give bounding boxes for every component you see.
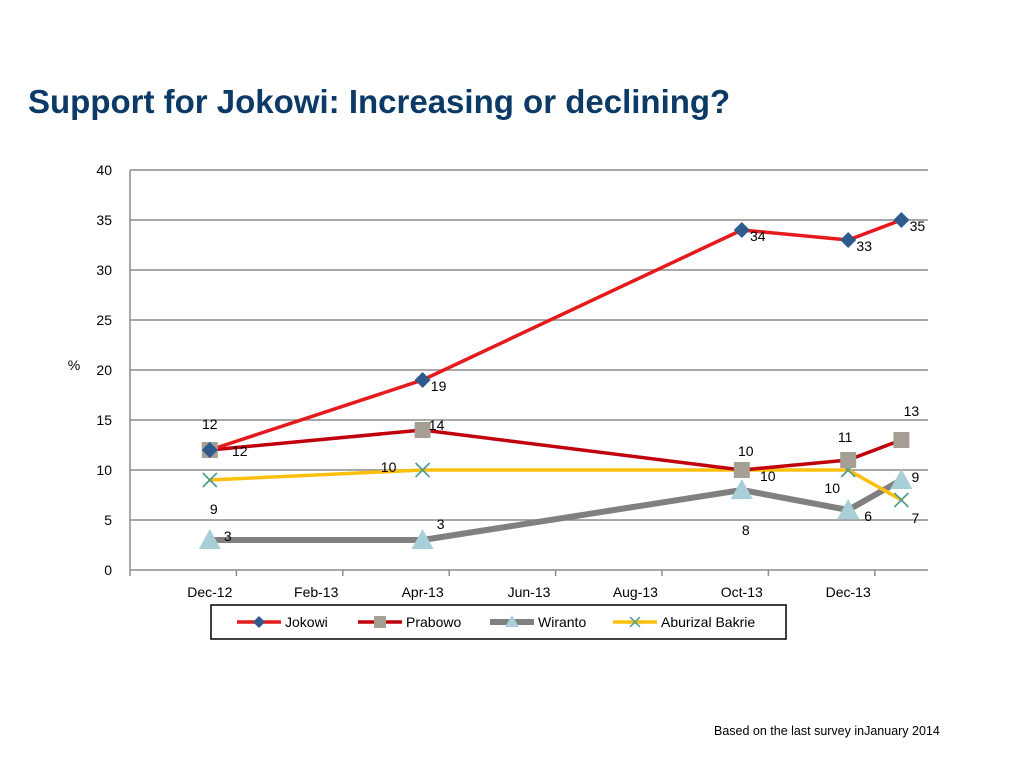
series-line-prabowo: [208, 428, 904, 472]
x-tick-label: Dec-13: [826, 584, 871, 600]
series-line-wiranto: [206, 477, 905, 543]
data-point-jokowi: [893, 212, 910, 228]
data-point-aburizal-bakrie: [415, 462, 431, 478]
legend-marker: [253, 616, 265, 628]
data-point-wiranto: [890, 469, 913, 489]
data-point-wiranto: [837, 499, 860, 519]
legend-label: Jokowi: [285, 614, 328, 630]
data-label: 13: [904, 403, 920, 419]
y-tick-label: 20: [96, 362, 112, 378]
x-tick-label: Aug-13: [613, 584, 658, 600]
data-label: 9: [210, 501, 218, 517]
data-label: 10: [738, 443, 754, 459]
x-tick-label: Apr-13: [402, 584, 444, 600]
data-point-jokowi: [733, 222, 750, 238]
data-label: 8: [742, 522, 750, 538]
data-label: 34: [750, 228, 766, 244]
series-line-jokowi: [208, 218, 904, 452]
data-label: 10: [760, 468, 776, 484]
x-tick-label: Feb-13: [294, 584, 339, 600]
legend-marker: [629, 616, 641, 628]
legend-marker: [374, 616, 386, 628]
y-tick-label: 30: [96, 262, 112, 278]
data-point-wiranto: [730, 479, 753, 499]
legend-label: Wiranto: [538, 614, 586, 630]
data-label: 3: [437, 516, 445, 532]
footnote: Based on the last survey inJanuary 2014: [714, 724, 940, 738]
legend-marker: [505, 615, 519, 627]
data-label: 12: [232, 443, 248, 459]
x-marker-stroke: [893, 492, 909, 508]
y-tick-label: 15: [96, 412, 112, 428]
y-axis-label: %: [68, 357, 80, 373]
legend-label: Prabowo: [406, 614, 461, 630]
data-label: 33: [856, 238, 872, 254]
y-tick-label: 0: [104, 562, 112, 578]
data-label: 10: [381, 459, 397, 475]
y-tick-label: 40: [96, 162, 112, 178]
y-tick-label: 10: [96, 462, 112, 478]
data-point-prabowo: [414, 422, 431, 438]
data-point-jokowi: [414, 372, 431, 388]
data-point-wiranto: [198, 529, 221, 549]
data-point-prabowo: [733, 462, 750, 478]
y-tick-label: 35: [96, 212, 112, 228]
data-label: 11: [838, 429, 853, 445]
data-label: 7: [912, 510, 920, 526]
x-tick-label: Jun-13: [508, 584, 551, 600]
x-marker-stroke: [415, 462, 431, 478]
data-label: 3: [224, 528, 232, 544]
data-point-wiranto: [411, 529, 434, 549]
data-point-aburizal-bakrie: [202, 472, 218, 488]
data-point-aburizal-bakrie: [893, 492, 909, 508]
data-label: 35: [910, 218, 926, 234]
data-point-prabowo: [893, 432, 910, 448]
legend-label: Aburizal Bakrie: [661, 614, 755, 630]
y-tick-label: 25: [96, 312, 112, 328]
data-label: 19: [431, 378, 447, 394]
data-label: 6: [864, 508, 872, 524]
data-label: 14: [429, 417, 445, 433]
data-point-jokowi: [840, 232, 857, 248]
series-line-aburizal-bakrie: [208, 468, 904, 502]
data-point-jokowi: [201, 442, 218, 458]
data-label: 10: [824, 480, 840, 496]
x-tick-label: Dec-12: [187, 584, 232, 600]
data-point-prabowo: [840, 452, 857, 468]
data-label: 9: [912, 469, 920, 485]
x-marker-stroke: [202, 472, 218, 488]
line-chart: 0 5 10 15 20 25 30 35 40 Dec-12 Feb-13 Apr-13 Jun-13…: [68, 162, 928, 640]
y-tick-label: 5: [104, 512, 112, 528]
page-title: Support for Jokowi: Increasing or declin…: [28, 83, 731, 120]
x-tick-label: Oct-13: [721, 584, 763, 600]
x-marker-stroke: [629, 616, 641, 628]
data-label: 12: [202, 416, 218, 432]
